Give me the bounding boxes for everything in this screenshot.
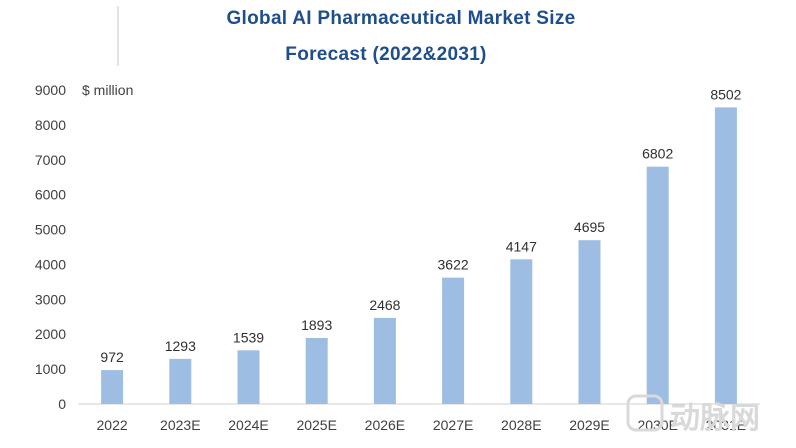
bar-2027E	[442, 277, 465, 404]
watermark-logo-icon	[626, 394, 664, 432]
x-tick-label: 2028E	[501, 417, 541, 433]
x-tick-label: 2026E	[365, 417, 405, 433]
data-label: 1893	[301, 317, 332, 333]
watermark: 动脉网	[626, 394, 760, 436]
bar-2028E	[510, 259, 533, 404]
data-label: 1293	[165, 338, 196, 354]
y-tick-label: 6000	[35, 187, 66, 203]
y-tick-label: 5000	[35, 222, 66, 238]
x-tick-label: 2027E	[433, 417, 473, 433]
y-tick-label: 7000	[35, 152, 66, 168]
bar-2026E	[373, 317, 396, 404]
bar-2024E	[237, 350, 260, 404]
bar-2029E	[578, 240, 601, 404]
y-tick-label: 2000	[35, 326, 66, 342]
bar-2023E	[169, 358, 192, 404]
watermark-text: 动脉网	[670, 401, 760, 436]
bar-2030E	[646, 166, 669, 404]
data-label: 6802	[642, 146, 673, 162]
x-tick-label: 2031E	[706, 417, 746, 433]
bars: 972 1293 1539 1893 2468 3622 4147 4695 6802 8502	[100, 86, 742, 404]
x-tick-label: 2023E	[160, 417, 200, 433]
y-tick-label: 4000	[35, 256, 66, 272]
y-tick-label: 0	[58, 396, 66, 412]
y-unit-label: $ million	[82, 82, 133, 98]
data-label: 4147	[506, 238, 537, 254]
chart-title-line2: Forecast (2022&2031)	[285, 44, 486, 65]
bar-2031E	[714, 107, 737, 404]
y-tick-label: 9000	[35, 82, 66, 98]
data-label: 8502	[710, 86, 741, 102]
data-label: 2468	[369, 297, 400, 313]
y-axis: 0 1000 2000 3000 4000 5000 6000 7000 8000 9000	[35, 82, 66, 412]
x-tick-label: 2022	[97, 417, 128, 433]
y-tick-label: 8000	[35, 117, 66, 133]
data-label: 4695	[574, 219, 605, 235]
data-label: 3622	[438, 257, 469, 273]
bar-2022	[101, 370, 124, 404]
x-tick-label: 2025E	[296, 417, 336, 433]
y-tick-label: 1000	[35, 361, 66, 377]
data-label: 972	[100, 349, 124, 365]
chart-title-line1: Global AI Pharmaceutical Market Size	[226, 8, 575, 29]
bar-2025E	[305, 337, 328, 404]
x-tick-label: 2024E	[228, 417, 268, 433]
x-tick-label: 2029E	[569, 417, 609, 433]
data-label: 1539	[233, 329, 264, 345]
y-tick-label: 3000	[35, 291, 66, 307]
